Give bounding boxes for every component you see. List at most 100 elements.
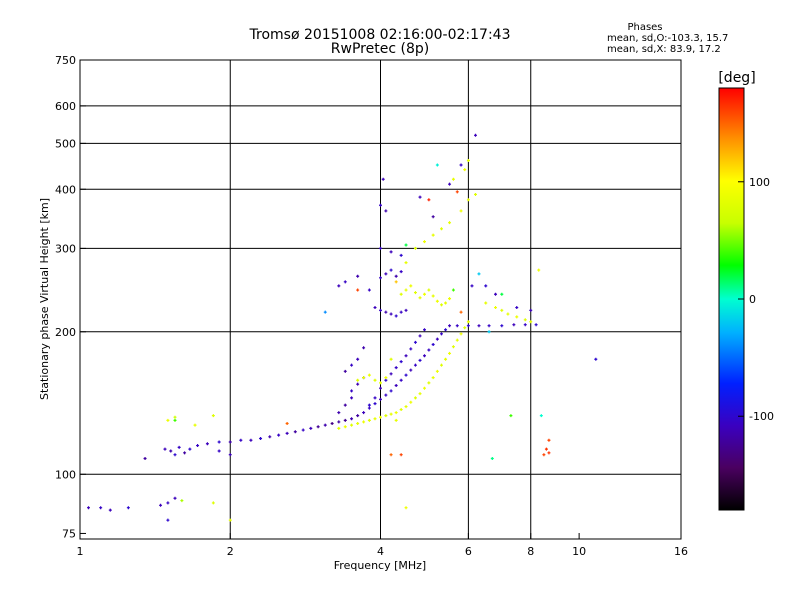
data-point <box>373 396 377 400</box>
data-point <box>343 425 347 429</box>
data-point <box>463 168 467 172</box>
data-point <box>409 368 413 372</box>
data-point <box>594 357 598 361</box>
x-tick-label: 16 <box>674 545 688 558</box>
data-point <box>455 338 459 342</box>
data-point <box>448 221 452 225</box>
data-point <box>431 342 435 346</box>
data-point <box>367 418 371 422</box>
data-point <box>379 203 382 207</box>
data-point <box>418 358 422 362</box>
data-point <box>399 310 403 314</box>
data-point <box>337 411 341 415</box>
data-point <box>494 292 498 296</box>
data-point <box>422 386 426 390</box>
data-point <box>448 297 452 301</box>
data-point <box>217 449 221 453</box>
data-point <box>389 357 393 361</box>
data-point <box>350 417 354 421</box>
data-point <box>544 447 548 451</box>
data-point <box>448 351 452 355</box>
data-point <box>512 323 516 327</box>
data-point <box>470 284 474 288</box>
data-point <box>399 292 403 296</box>
data-point <box>228 440 232 444</box>
data-point <box>159 503 163 507</box>
data-point <box>373 306 377 310</box>
data-point <box>367 288 371 292</box>
data-point <box>427 288 431 292</box>
data-point <box>435 299 439 303</box>
data-point <box>473 133 477 137</box>
phase-legend-title: Phases <box>627 22 663 33</box>
data-point <box>459 163 463 167</box>
data-point <box>173 496 177 500</box>
data-point <box>448 324 452 328</box>
data-point <box>529 320 533 324</box>
data-point <box>444 357 448 361</box>
data-point <box>379 386 382 390</box>
y-tick-label: 400 <box>55 183 76 196</box>
data-point <box>399 360 403 364</box>
data-point <box>384 376 388 380</box>
data-point <box>205 442 209 446</box>
data-point <box>431 376 435 380</box>
data-point <box>418 296 422 300</box>
data-point <box>180 499 184 503</box>
data-point <box>435 337 439 341</box>
data-point <box>379 246 382 250</box>
data-point <box>384 310 388 314</box>
data-point <box>409 347 413 351</box>
data-point <box>500 292 504 296</box>
data-point <box>384 272 388 276</box>
data-point <box>413 396 417 400</box>
data-point <box>440 363 443 367</box>
data-point <box>448 182 452 186</box>
data-points <box>87 133 598 522</box>
data-point <box>350 396 354 400</box>
data-point <box>362 346 366 350</box>
data-point <box>440 332 443 336</box>
y-tick-label: 500 <box>55 137 76 150</box>
data-point <box>440 303 443 307</box>
colorbar-tick-label: -100 <box>749 410 774 423</box>
data-point <box>356 382 360 386</box>
data-point <box>108 508 112 512</box>
data-point <box>379 397 382 401</box>
data-point <box>379 276 382 280</box>
y-tick-label: 200 <box>55 326 76 339</box>
colorbar-tick-label: 100 <box>749 176 770 189</box>
data-point <box>404 243 408 247</box>
data-point <box>356 422 360 426</box>
data-point <box>379 308 382 312</box>
data-point <box>463 326 467 330</box>
data-point <box>350 389 354 393</box>
data-point <box>173 415 177 419</box>
data-point <box>343 280 347 284</box>
data-point <box>487 330 491 334</box>
y-tick-label: 750 <box>55 54 76 67</box>
data-point <box>509 414 513 418</box>
data-point <box>399 453 403 457</box>
data-point <box>523 323 527 327</box>
data-point <box>373 417 377 421</box>
data-point <box>373 402 377 406</box>
data-point <box>389 412 393 416</box>
data-point <box>404 354 408 358</box>
data-point <box>196 444 200 448</box>
data-point <box>515 315 519 319</box>
data-point <box>477 324 481 328</box>
data-point <box>163 447 167 451</box>
y-tick-label: 300 <box>55 242 76 255</box>
data-point <box>466 320 470 324</box>
data-point <box>394 314 398 318</box>
data-point <box>309 426 313 430</box>
data-point <box>466 198 470 202</box>
data-point <box>379 381 382 385</box>
data-point <box>455 190 459 194</box>
data-point <box>384 414 388 418</box>
x-tick-label: 2 <box>227 545 234 558</box>
data-point <box>404 261 408 265</box>
data-point <box>409 284 413 288</box>
data-point <box>384 209 388 213</box>
